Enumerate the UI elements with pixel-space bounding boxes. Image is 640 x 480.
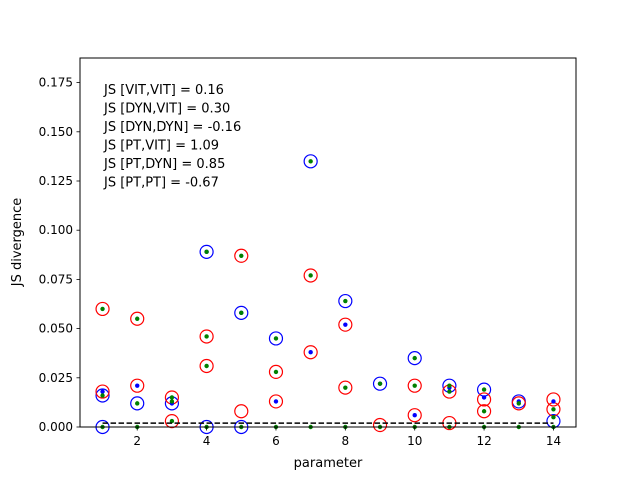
y-tick-label: 0.150 [39, 125, 73, 139]
marker-ring-1-22 [476, 404, 492, 419]
annotation-dyn-dyn: JS [DYN,DYN] = -0.16 [103, 120, 241, 135]
marker-dot-3-28 [412, 383, 417, 388]
marker-dot-3-6 [169, 395, 175, 400]
x-tick-label: 6 [272, 434, 280, 448]
marker-ring-1-23 [511, 396, 526, 411]
marker-dot-3-3 [135, 316, 140, 321]
marker-ring-1-3 [130, 378, 145, 393]
marker-ring-1-21 [476, 392, 492, 407]
marker-ring-1-18 [407, 408, 422, 423]
marker-ring-1-10 [268, 364, 284, 379]
annotation-pt-vit: JS [PT,VIT] = 1.09 [103, 139, 219, 154]
marker-dot-2-0 [100, 389, 105, 394]
marker-dot-3-38 [551, 407, 556, 412]
marker-dot-3-8 [169, 418, 175, 424]
y-axis-label: JS divergence [10, 198, 25, 288]
annotation-pt-dyn: JS [PT,DYN] = 0.85 [103, 157, 225, 172]
marker-dot-3-33 [481, 387, 487, 392]
x-axis-label: parameter [294, 456, 363, 471]
marker-ring-1-24 [546, 392, 561, 407]
marker-ring-1-13 [303, 345, 318, 360]
marker-dot-2-13 [551, 399, 556, 404]
marker-dot-3-0 [100, 306, 105, 312]
annotation-dyn-vit: JS [DYN,VIT] = 0.30 [103, 102, 230, 117]
marker-dot-3-16 [273, 336, 279, 341]
marker-ring-1-14 [338, 317, 353, 332]
marker-dot-3-10 [204, 334, 209, 339]
marker-dot-3-9 [204, 249, 209, 255]
x-tick-label: 4 [203, 434, 211, 448]
annotation-pt-pt: JS [PT,PT] = -0.67 [103, 176, 219, 191]
marker-dot-3-11 [204, 363, 209, 369]
marker-ring-1-7 [199, 358, 214, 374]
marker-dot-3-14 [239, 310, 244, 316]
annotation-block: JS [VIT,VIT] = 0.16 JS [DYN,VIT] = 0.30 … [103, 83, 241, 191]
marker-ring-0-12 [407, 351, 422, 366]
marker-ring-0-9 [303, 154, 318, 169]
marker-dot-3-27 [412, 355, 417, 361]
marker-dot-2-7 [343, 322, 348, 327]
marker-ring-1-15 [338, 380, 353, 395]
marker-ring-1-17 [407, 378, 422, 393]
marker-ring-0-4 [199, 244, 214, 259]
x-axis: 2 4 6 8 10 12 14 [133, 427, 561, 448]
marker-dot-2-5 [273, 399, 279, 404]
marker-dot-3-34 [481, 409, 487, 414]
marker-dot-3-23 [343, 385, 348, 390]
marker-ring-1-1 [95, 384, 110, 399]
marker-dot-3-22 [343, 298, 348, 304]
marker-ring-1-9 [234, 404, 249, 419]
y-tick-label: 0.000 [39, 420, 73, 434]
y-tick-label: 0.050 [39, 322, 73, 336]
marker-dot-3-36 [516, 401, 521, 406]
x-tick-label: 10 [407, 434, 422, 448]
marker-dot-3-39 [551, 414, 556, 420]
data-marks [95, 154, 561, 435]
marker-dot-3-31 [447, 389, 452, 394]
marker-dot-2-11 [481, 395, 487, 400]
marker-ring-1-2 [130, 311, 145, 326]
marker-dot-2-6 [308, 350, 313, 355]
marker-dot-3-19 [308, 159, 313, 164]
marker-dot-3-20 [308, 273, 313, 278]
marker-dot-3-30 [447, 383, 452, 388]
marker-ring-0-0 [95, 388, 110, 403]
x-tick-label: 12 [476, 434, 491, 448]
y-tick-label: 0.100 [39, 223, 73, 237]
marker-ring-0-10 [338, 293, 353, 309]
marker-dot-2-9 [412, 412, 417, 418]
marker-ring-1-16 [372, 417, 388, 433]
marker-dot-3-7 [169, 399, 175, 404]
marker-ring-1-5 [164, 413, 180, 429]
marker-dot-3-17 [273, 369, 279, 375]
marker-ring-1-8 [234, 248, 249, 263]
marker-ring-0-6 [234, 305, 249, 320]
marker-dot-3-25 [377, 381, 383, 386]
marker-dot-3-13 [239, 253, 244, 258]
y-tick-label: 0.025 [39, 371, 73, 385]
x-tick-label: 8 [342, 434, 350, 448]
marker-ring-1-6 [199, 329, 214, 344]
marker-ring-1-11 [268, 394, 284, 409]
marker-dot-2-1 [135, 383, 140, 388]
marker-dot-3-4 [135, 401, 140, 406]
plot-frame [79, 57, 577, 428]
annotation-vit-vit: JS [VIT,VIT] = 0.16 [103, 83, 224, 98]
y-tick-label: 0.125 [39, 174, 73, 188]
marker-ring-0-11 [372, 376, 388, 391]
marker-ring-1-12 [303, 268, 318, 283]
y-tick-label: 0.175 [39, 76, 73, 90]
x-tick-label: 14 [546, 434, 561, 448]
marker-ring-0-2 [130, 396, 145, 411]
x-tick-label: 2 [133, 434, 141, 448]
marker-ring-0-8 [268, 331, 284, 346]
marker-ring-1-0 [95, 301, 110, 317]
marker-dot-3-1 [100, 393, 105, 398]
y-axis: 0.000 0.025 0.050 0.075 0.100 0.125 0.150 0.175 [39, 76, 80, 434]
y-tick-label: 0.075 [39, 272, 73, 286]
